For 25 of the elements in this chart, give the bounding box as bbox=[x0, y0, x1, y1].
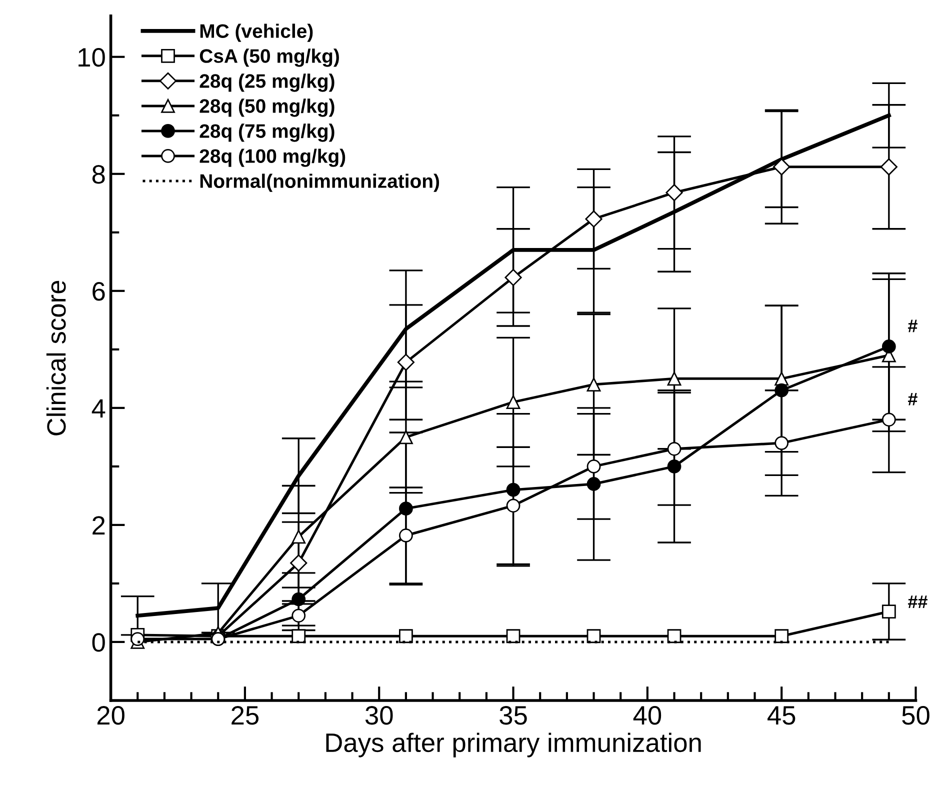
legend-label: 28q (75 mg/kg) bbox=[200, 124, 334, 142]
y-tick-label: 6 bbox=[92, 282, 105, 301]
legend-label: 28q (25 mg/kg) bbox=[200, 74, 334, 92]
annotation: ## bbox=[908, 596, 928, 608]
y-tick-label: 2 bbox=[92, 516, 105, 535]
x-tick-label: 45 bbox=[768, 706, 796, 725]
x-axis-title: Days after primary immunization bbox=[326, 732, 701, 758]
y-tick-label: 0 bbox=[92, 633, 105, 652]
annotation: # bbox=[908, 393, 918, 406]
y-tick-label: 10 bbox=[78, 48, 105, 67]
y-tick-label: 8 bbox=[92, 165, 105, 184]
legend-label: CsA (50 mg/kg) bbox=[200, 48, 339, 67]
x-tick-label: 25 bbox=[232, 706, 259, 725]
x-tick-label: 40 bbox=[633, 706, 662, 725]
legend-label: 28q (100 mg/kg) bbox=[200, 148, 346, 167]
legend-label: 28q (50 mg/kg) bbox=[200, 98, 334, 117]
x-tick-label: 50 bbox=[902, 706, 930, 725]
y-tick-label: 4 bbox=[92, 399, 106, 418]
legend-label: MC (vehicle) bbox=[200, 24, 313, 42]
x-tick-label: 30 bbox=[365, 706, 393, 725]
x-tick-label: 20 bbox=[97, 706, 124, 725]
x-tick-label: 35 bbox=[500, 706, 527, 725]
annotation: # bbox=[908, 320, 918, 332]
legend-label: Normal(nonimmunization) bbox=[200, 174, 440, 192]
y-axis-title: Clinical score bbox=[46, 280, 66, 436]
